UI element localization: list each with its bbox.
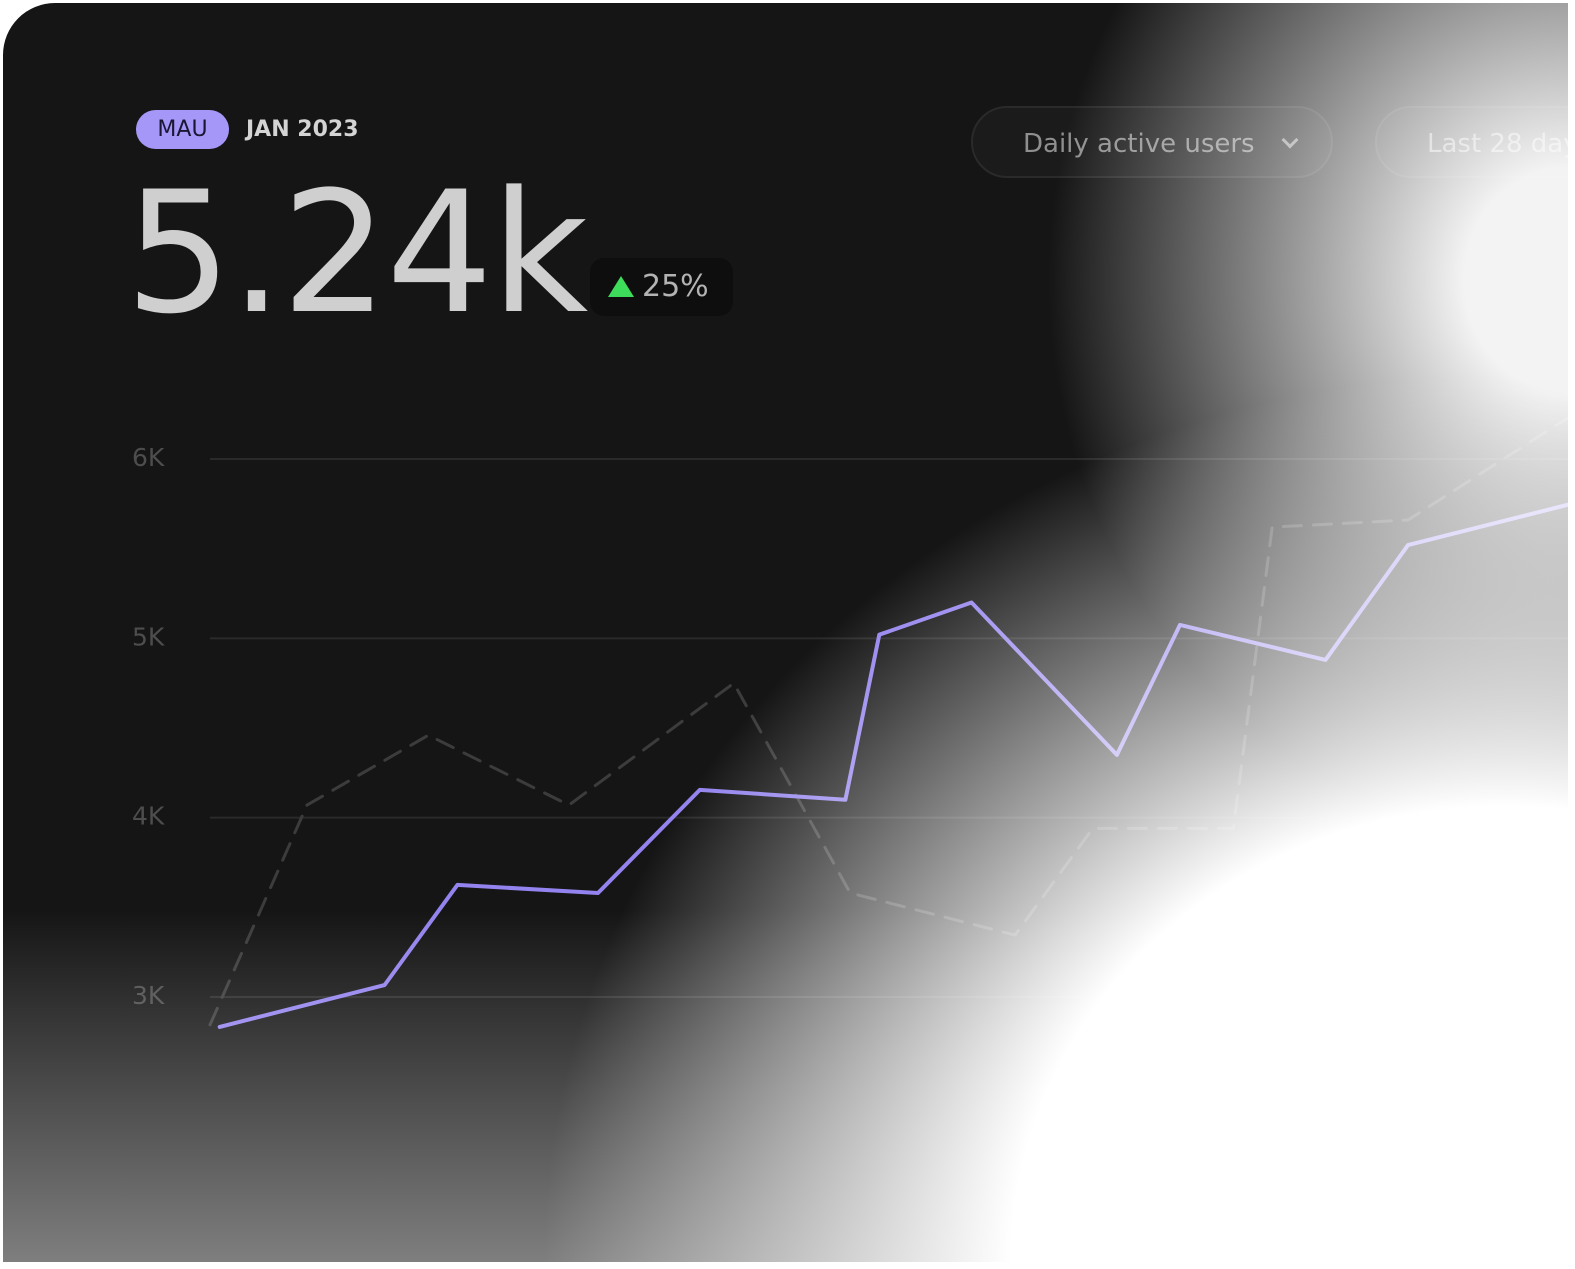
change-value: 25% — [642, 269, 709, 304]
select-label: Last 28 days — [1427, 129, 1568, 159]
chevron — [1281, 131, 1299, 149]
select-label: Daily active users — [1023, 129, 1255, 159]
y-tick-label: 3K — [132, 981, 165, 1010]
change-pill: 25% — [590, 258, 733, 316]
comparison-line — [208, 416, 1568, 1027]
range-select[interactable]: Last 28 days — [1375, 106, 1568, 178]
period: JAN 2023 — [246, 117, 359, 142]
badge: MAU — [136, 110, 229, 149]
data-line — [217, 502, 1568, 1029]
y-tick-label: 4K — [132, 802, 165, 831]
metric-select[interactable]: Daily active users — [971, 106, 1333, 178]
y-tick-label: 6K — [132, 443, 165, 472]
metric-value: 5.24k — [125, 155, 588, 351]
y-tick-label: 5K — [132, 622, 165, 651]
dashboard-card: 3K 4K 5K 6K MAU JAN 2023 5.24k 25% Daily ac… — [3, 3, 1568, 1262]
up-arrow — [608, 276, 634, 297]
